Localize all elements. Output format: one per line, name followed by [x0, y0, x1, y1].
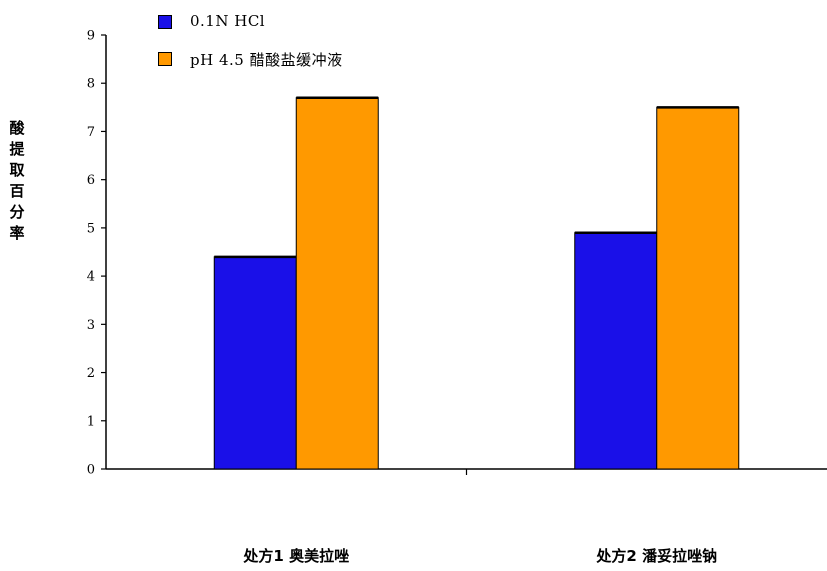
y-tick-label-6: 6	[87, 173, 95, 188]
bar-series2-cat1	[295, 97, 379, 470]
bar-series2-cat2	[656, 106, 740, 470]
x-category-label-2: 处方2 潘妥拉唑钠	[596, 547, 718, 565]
y-tick-label-4: 4	[87, 270, 95, 285]
legend-label-series-1: 0.1N HCl	[190, 12, 266, 30]
y-tick-label-7: 7	[87, 125, 95, 140]
legend-label-series-2: pH 4.5 醋酸盐缓冲液	[190, 51, 343, 69]
y-tick-label-9: 9	[87, 29, 95, 44]
legend-swatch-series-2	[158, 52, 172, 66]
y-tick-label-1: 1	[87, 414, 95, 429]
bar-series1-cat1	[213, 256, 297, 470]
y-tick-label-0: 0	[87, 463, 95, 478]
bar-series1-cat2	[574, 232, 658, 470]
legend-swatch-series-1	[158, 15, 172, 29]
y-axis-label: 酸提取百分率	[9, 119, 25, 242]
y-tick-label-2: 2	[87, 366, 95, 381]
y-tick-label-8: 8	[87, 77, 95, 92]
x-category-label-1: 处方1 奥美拉唑	[243, 547, 350, 565]
y-tick-label-5: 5	[87, 221, 95, 236]
y-tick-label-3: 3	[87, 318, 95, 333]
bars	[213, 96, 740, 470]
